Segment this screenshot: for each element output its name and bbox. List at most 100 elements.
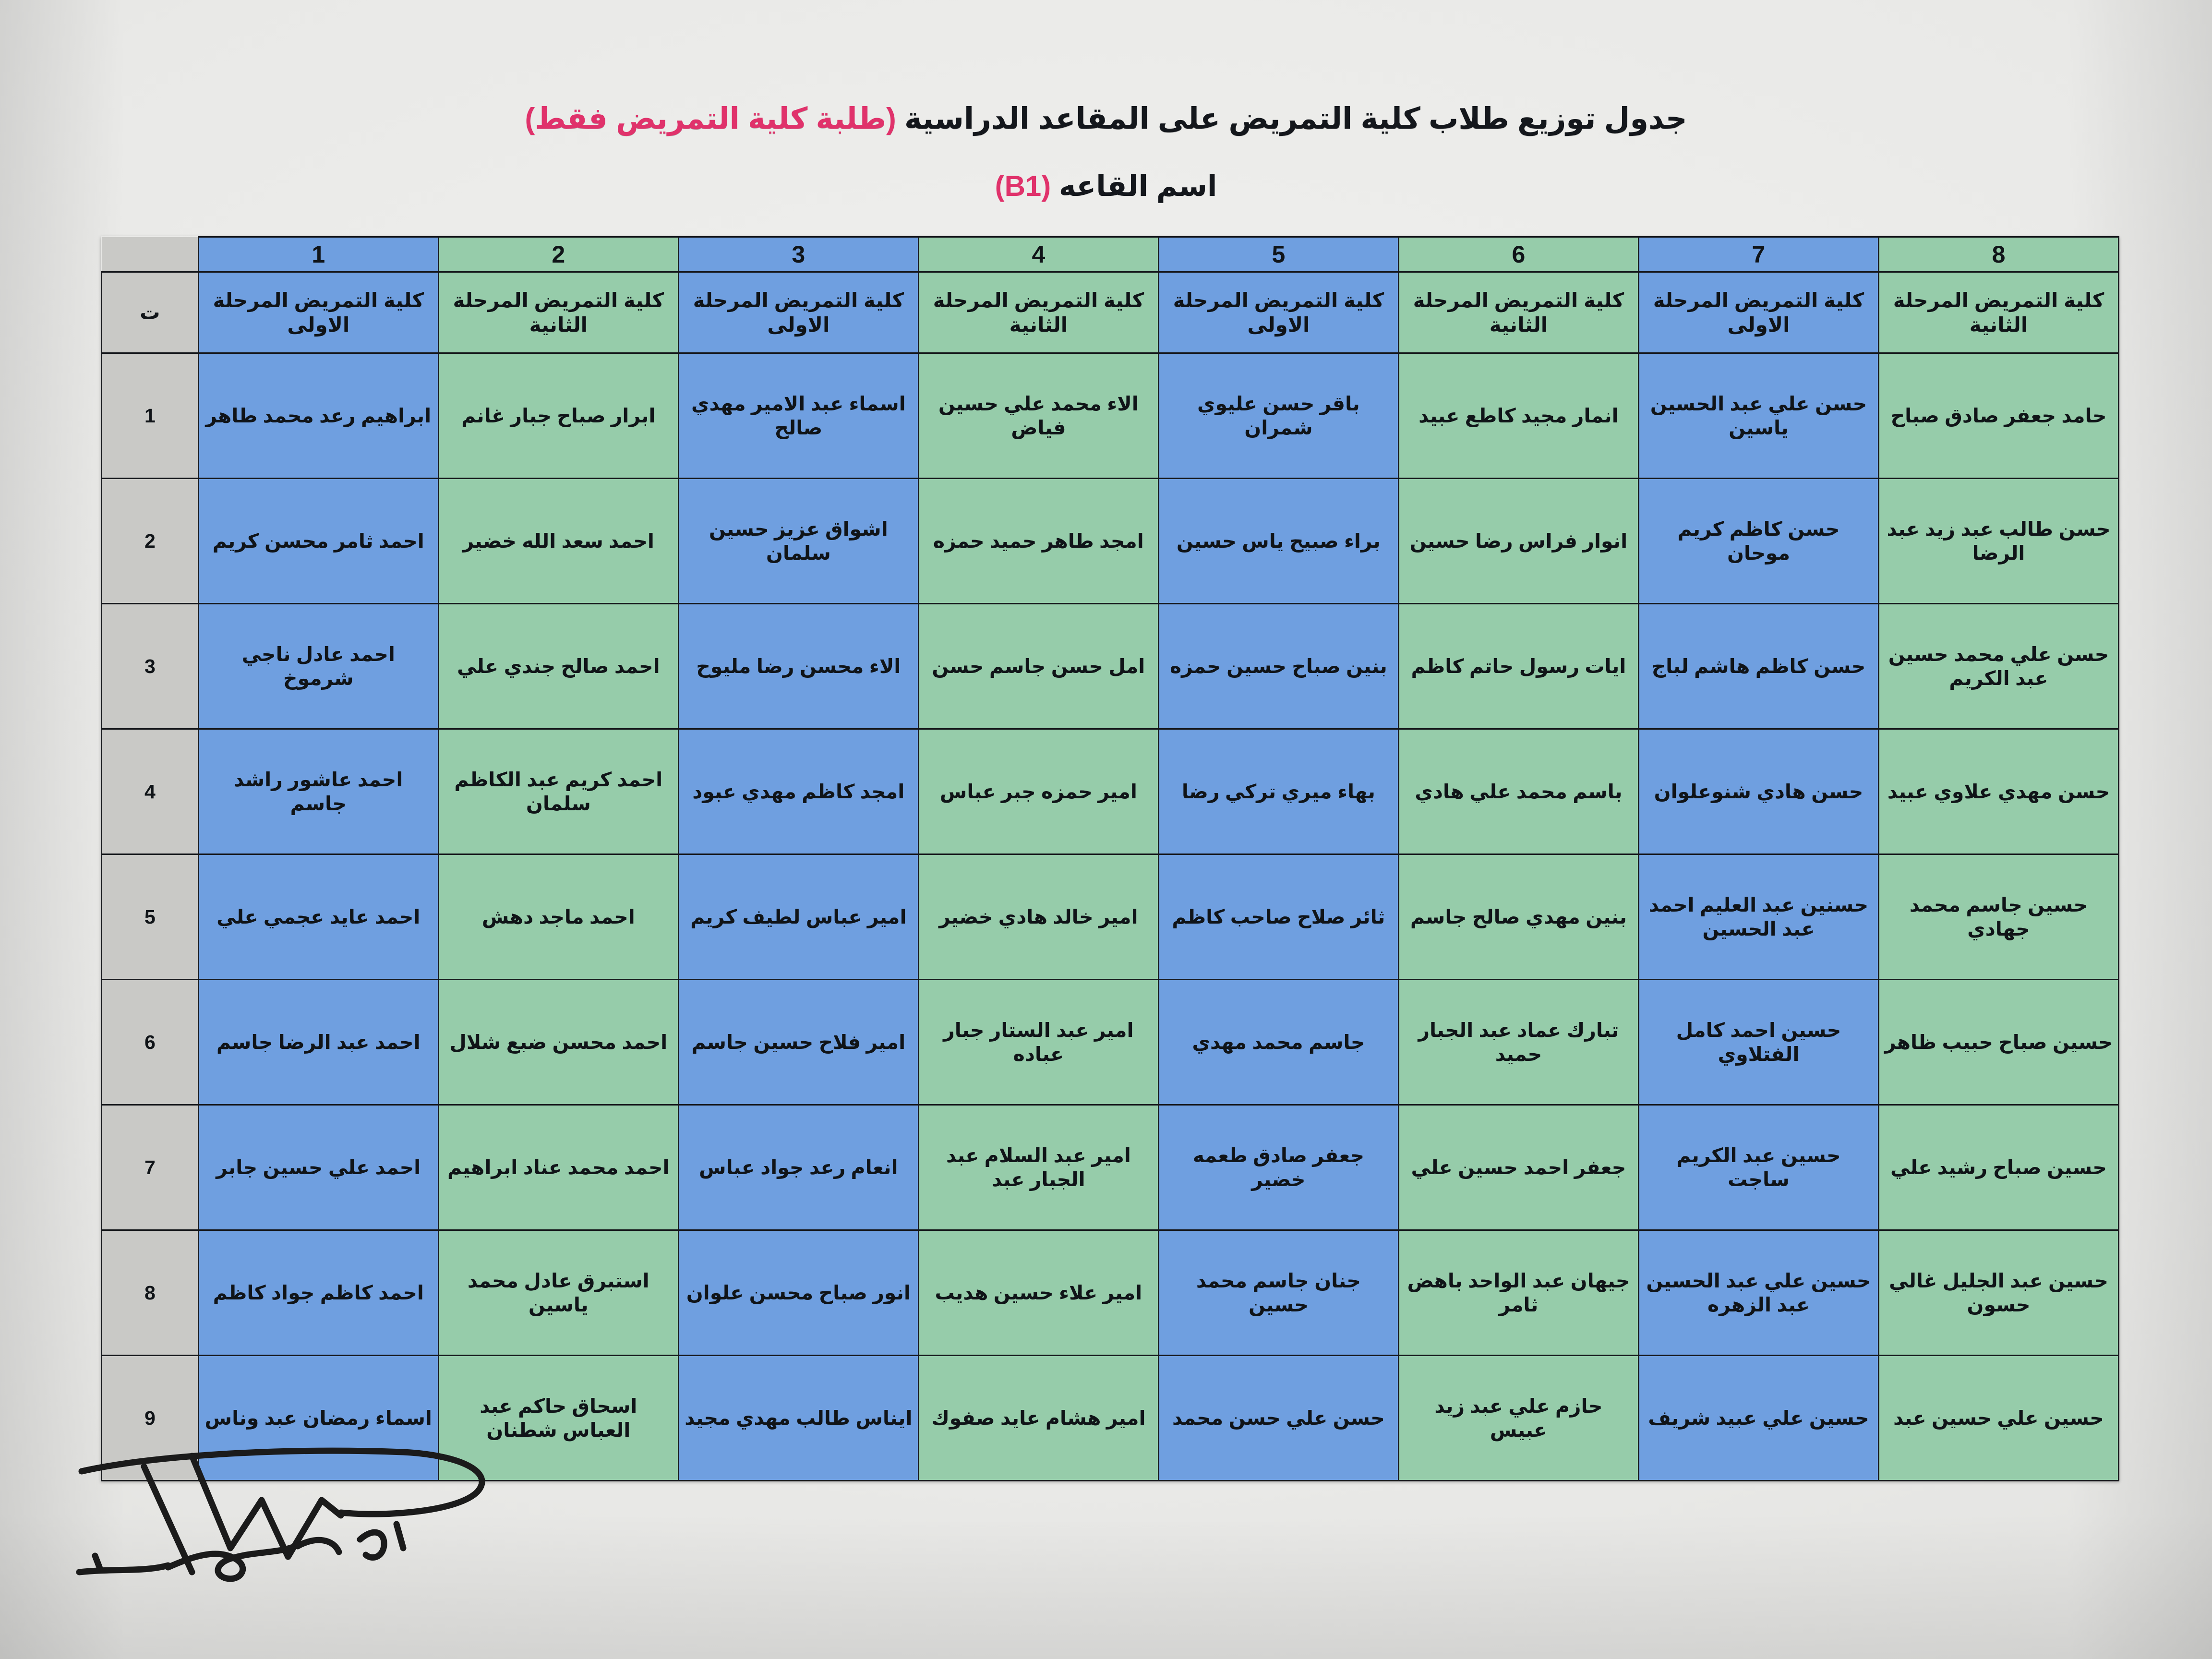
- student-cell-c1-r7: احمد علي حسين جابر: [197, 1104, 439, 1231]
- row-index-3: 3: [101, 603, 199, 730]
- index-column-header: ت: [101, 271, 199, 354]
- table-row: حسين علي حسين عبد حسين علي عبيد شريف حازم …: [101, 1355, 2120, 1481]
- column-header-2: كلية التمريض المرحلة الثانية: [437, 271, 679, 354]
- table-row: حسين صباح رشيد علي حسين عبد الكريم ساجت جع…: [101, 1104, 2120, 1231]
- column-header-5: كلية التمريض المرحلة الاولى: [1157, 271, 1399, 354]
- column-number-4: 4: [917, 236, 1159, 273]
- student-cell-c3-r9: ايناس طالب مهدي مجيد: [677, 1355, 919, 1481]
- student-cell-c1-r6: احمد عبد الرضا جاسم: [197, 979, 439, 1106]
- student-cell-c6-r7: جعفر احمد حسين علي: [1397, 1104, 1639, 1231]
- student-cell-c5-r2: براء صبيح ياس حسين: [1157, 478, 1399, 604]
- student-cell-c5-r4: بهاء ميري تركي رضا: [1157, 728, 1399, 855]
- student-cell-c6-r1: انمار مجيد كاطع عبيد: [1397, 352, 1639, 479]
- table-row: حسين جاسم محمد جهادي حسنين عبد العليم احم…: [101, 854, 2120, 980]
- student-cell-c6-r2: انوار فراس رضا حسين: [1397, 478, 1639, 604]
- student-cell-c3-r8: انور صباح محسن علوان: [677, 1229, 919, 1356]
- student-cell-c7-r5: حسنين عبد العليم احمد عبد الحسين: [1637, 854, 1879, 980]
- student-cell-c5-r8: جنان جاسم محمد حسين: [1157, 1229, 1399, 1356]
- student-cell-c8-r5: حسين جاسم محمد جهادي: [1877, 854, 2120, 980]
- student-cell-c5-r9: حسن علي حسن محمد: [1157, 1355, 1399, 1481]
- student-cell-c2-r8: استبرق عادل محمد ياسين: [437, 1229, 679, 1356]
- student-cell-c7-r9: حسين علي عبيد شريف: [1637, 1355, 1879, 1481]
- student-cell-c2-r2: احمد سعد الله خضير: [437, 478, 679, 604]
- student-cell-c7-r1: حسن علي عبد الحسين ياسين: [1637, 352, 1879, 479]
- student-cell-c6-r3: ايات رسول حاتم كاظم: [1397, 603, 1639, 730]
- student-cell-c3-r1: اسماء عبد الامير مهدي صالح: [677, 352, 919, 479]
- row-index-7: 7: [101, 1104, 199, 1231]
- column-number-2: 2: [437, 236, 679, 273]
- student-cell-c1-r1: ابراهيم رعد محمد طاهر: [197, 352, 439, 479]
- student-cell-c1-r2: احمد ثامر محسن كريم: [197, 478, 439, 604]
- column-number-3: 3: [677, 236, 919, 273]
- student-cell-c4-r7: امير عبد السلام عبد الجبار عبد: [917, 1104, 1159, 1231]
- student-cell-c2-r5: احمد ماجد دهش: [437, 854, 679, 980]
- student-cell-c4-r3: امل حسن جاسم حسن: [917, 603, 1159, 730]
- table-row: حسن مهدي علاوي عبيد حسن هادي شنوعلوان باسم…: [101, 728, 2120, 855]
- student-cell-c8-r2: حسن طالب عبد زيد عبد الرضا: [1877, 478, 2120, 604]
- student-cell-c7-r7: حسين عبد الكريم ساجت: [1637, 1104, 1879, 1231]
- student-cell-c3-r4: امجد كاظم مهدي عبود: [677, 728, 919, 855]
- student-cell-c2-r7: احمد محمد عناد ابراهيم: [437, 1104, 679, 1231]
- seating-table: 8 7 6 5 4 3 2 1 كلية التمريض المرحلة الثانية كلية…: [101, 236, 2120, 1481]
- student-cell-c6-r9: حازم علي عبد زيد عبيس: [1397, 1355, 1639, 1481]
- student-cell-c7-r6: حسين احمد كامل الفتلاوي: [1637, 979, 1879, 1106]
- column-header-8: كلية التمريض المرحلة الثانية: [1877, 271, 2120, 354]
- student-cell-c7-r3: حسن كاظم هاشم لباج: [1637, 603, 1879, 730]
- student-cell-c5-r7: جعفر صادق طعمه خضير: [1157, 1104, 1399, 1231]
- student-cell-c5-r3: بنين صباح حسين حمزه: [1157, 603, 1399, 730]
- page-title-highlight: (طلبة كلية التمريض فقط): [525, 102, 896, 135]
- page-title: جدول توزيع طلاب كلية التمريض على المقاعد…: [0, 101, 2212, 136]
- student-cell-c4-r5: امير خالد هادي خضير: [917, 854, 1159, 980]
- hall-name-label: اسم القاعه: [1058, 170, 1217, 202]
- page-title-main: جدول توزيع طلاب كلية التمريض على المقاعد…: [904, 102, 1687, 135]
- column-header-4: كلية التمريض المرحلة الثانية: [917, 271, 1159, 354]
- student-cell-c4-r2: امجد طاهر حميد حمزه: [917, 478, 1159, 604]
- student-cell-c8-r6: حسين صباح حبيب ظاهر: [1877, 979, 2120, 1106]
- student-cell-c1-r4: احمد عاشور راشد جاسم: [197, 728, 439, 855]
- student-cell-c3-r6: امير فلاح حسين جاسم: [677, 979, 919, 1106]
- student-cell-c6-r6: تبارك عماد عبد الجبار حميد: [1397, 979, 1639, 1106]
- student-cell-c2-r4: احمد كريم عبد الكاظم سلمان: [437, 728, 679, 855]
- student-cell-c7-r4: حسن هادي شنوعلوان: [1637, 728, 1879, 855]
- student-cell-c5-r6: جاسم محمد مهدي: [1157, 979, 1399, 1106]
- student-cell-c3-r5: امير عباس لطيف كريم: [677, 854, 919, 980]
- row-index-9: 9: [101, 1355, 199, 1481]
- student-cell-c6-r8: جيهان عبد الواحد باهض ثامر: [1397, 1229, 1639, 1356]
- table-row: حامد جعفر صادق صباح حسن علي عبد الحسين يا…: [101, 352, 2120, 479]
- hall-name-line: اسم القاعه (B1): [0, 169, 2212, 203]
- student-cell-c1-r3: احمد عادل ناجي شرموخ: [197, 603, 439, 730]
- column-number-1: 1: [197, 236, 439, 273]
- corner-blank: [101, 237, 199, 272]
- student-cell-c2-r9: اسحاق حاكم عبد العباس شطنان: [437, 1355, 679, 1481]
- student-cell-c7-r8: حسين علي عبد الحسين عبد الزهره: [1637, 1229, 1879, 1356]
- column-header-3: كلية التمريض المرحلة الاولى: [677, 271, 919, 354]
- row-index-2: 2: [101, 478, 199, 604]
- row-index-6: 6: [101, 979, 199, 1106]
- table-row: حسين صباح حبيب ظاهر حسين احمد كامل الفتلا…: [101, 979, 2120, 1106]
- hall-code: (B1): [995, 170, 1051, 202]
- student-cell-c2-r6: احمد محسن ضبع شلال: [437, 979, 679, 1106]
- student-cell-c2-r3: احمد صالح جندي علي: [437, 603, 679, 730]
- column-header-row: كلية التمريض المرحلة الثانية كلية التمريض…: [101, 271, 2120, 354]
- student-cell-c8-r8: حسين عبد الجليل غالي حسون: [1877, 1229, 2120, 1356]
- column-number-7: 7: [1637, 236, 1879, 273]
- column-header-6: كلية التمريض المرحلة الثانية: [1397, 271, 1639, 354]
- student-cell-c5-r1: باقر حسن عليوي شمران: [1157, 352, 1399, 479]
- student-cell-c6-r5: بنين مهدي صالح جاسم: [1397, 854, 1639, 980]
- student-cell-c4-r9: امير هشام عايد صفوك: [917, 1355, 1159, 1481]
- student-cell-c4-r4: امير حمزه جبر عباس: [917, 728, 1159, 855]
- student-cell-c3-r7: انعام رعد جواد عباس: [677, 1104, 919, 1231]
- student-cell-c4-r1: الاء محمد علي حسين فياض: [917, 352, 1159, 479]
- student-cell-c8-r4: حسن مهدي علاوي عبيد: [1877, 728, 2120, 855]
- student-cell-c2-r1: ابرار صباح جبار غانم: [437, 352, 679, 479]
- column-number-8: 8: [1877, 236, 2120, 273]
- row-index-1: 1: [101, 352, 199, 479]
- student-cell-c7-r2: حسن كاظم كريم موحان: [1637, 478, 1879, 604]
- column-header-7: كلية التمريض المرحلة الاولى: [1637, 271, 1879, 354]
- student-cell-c4-r8: امير علاء حسين هديب: [917, 1229, 1159, 1356]
- student-cell-c3-r3: الاء محسن رضا مليوح: [677, 603, 919, 730]
- column-number-6: 6: [1397, 236, 1639, 273]
- column-number-5: 5: [1157, 236, 1399, 273]
- table-row: حسن طالب عبد زيد عبد الرضا حسن كاظم كريم …: [101, 478, 2120, 604]
